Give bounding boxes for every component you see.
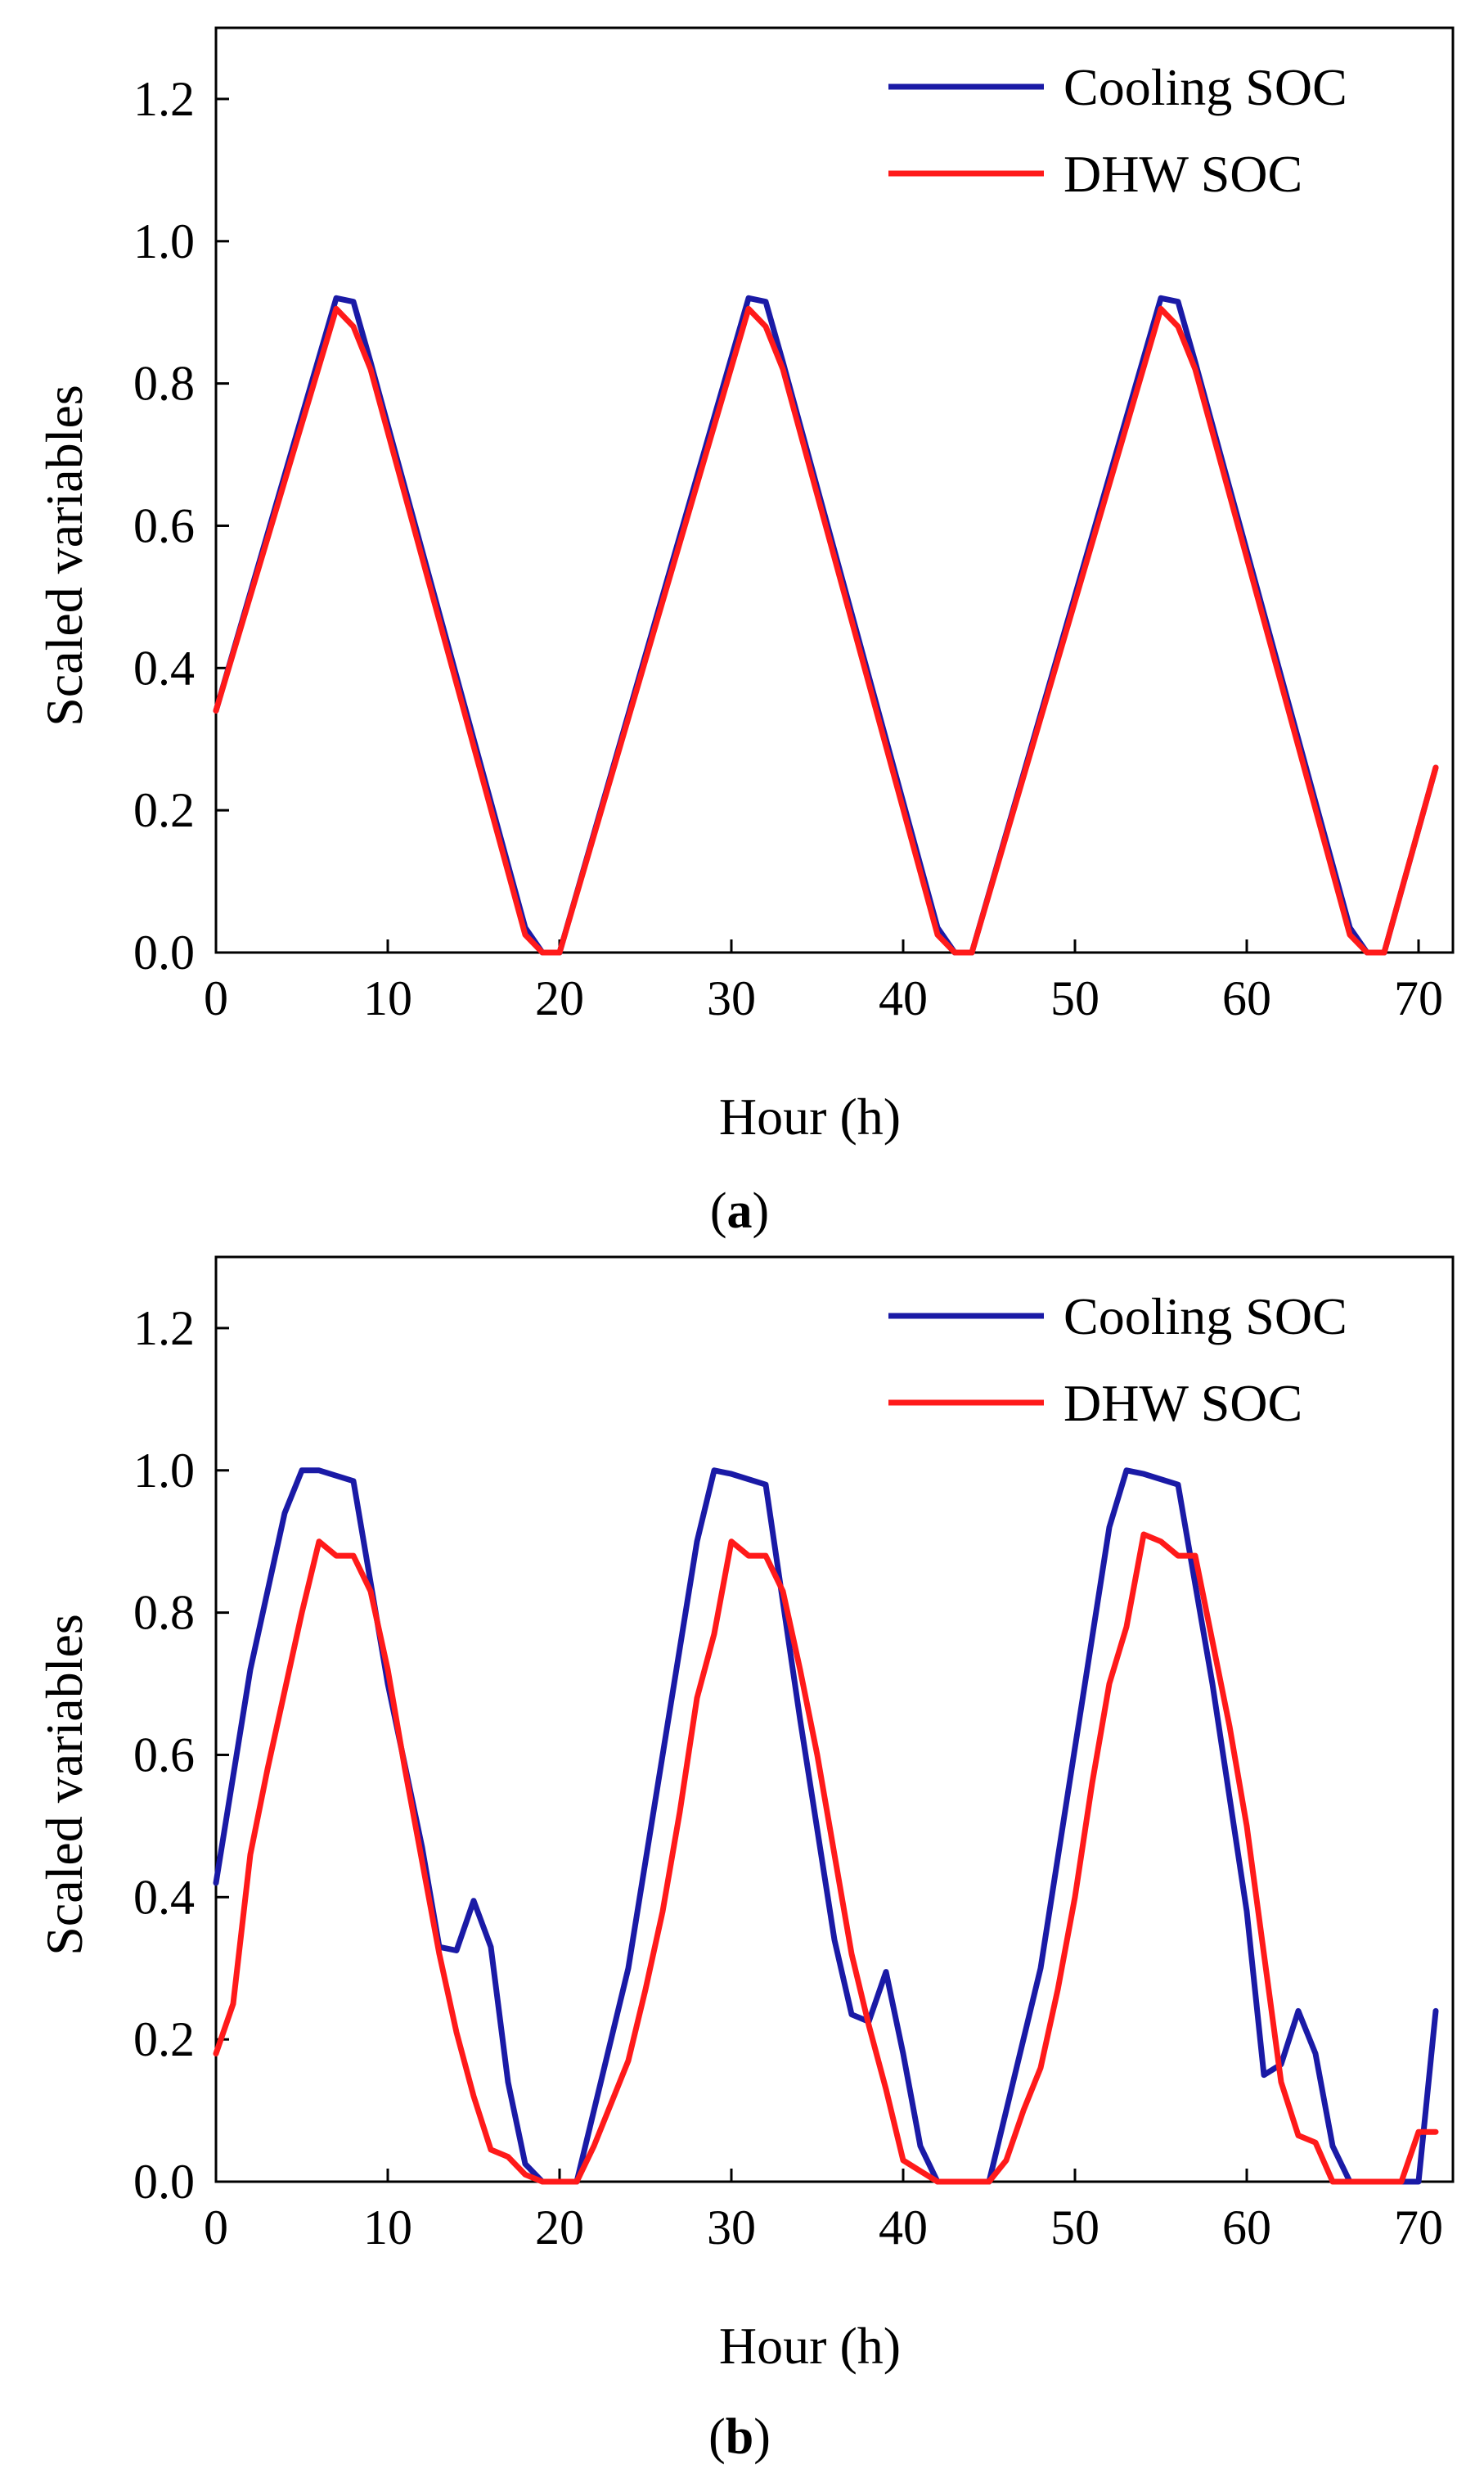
x-tick-label: 0 xyxy=(204,2200,228,2255)
y-tick-label: 1.0 xyxy=(133,214,195,268)
x-tick-label: 70 xyxy=(1394,2200,1443,2255)
x-tick-label: 40 xyxy=(879,971,928,1025)
x-tick-label: 20 xyxy=(535,971,584,1025)
y-tick-label: 1.2 xyxy=(133,72,195,126)
figure-caption: (b) xyxy=(708,2409,771,2465)
y-tick-label: 0.0 xyxy=(133,2155,195,2209)
y-axis-title: Scaled variables xyxy=(35,385,93,727)
x-tick-label: 70 xyxy=(1394,971,1443,1025)
y-tick-label: 0.8 xyxy=(133,1586,195,1640)
series-line-cooling-soc xyxy=(213,1467,1439,2185)
x-tick-label: 50 xyxy=(1050,971,1100,1025)
plot-frame xyxy=(214,26,1455,954)
y-axis-title: Scaled variables xyxy=(35,1614,93,1956)
x-tick-label: 50 xyxy=(1050,2200,1100,2255)
y-tick-label: 0.2 xyxy=(133,2012,195,2066)
y-tick-label: 0.2 xyxy=(133,783,195,837)
series-line-dhw-soc xyxy=(213,305,1439,956)
chart-panel-a: 0 10 20 30 40 50 60 70 0.0 0.2 0.4 0.6 0.8 1.0 1.2 Hour… xyxy=(35,26,1455,1239)
x-tick-label: 40 xyxy=(879,2200,928,2255)
x-axis-title: Hour (h) xyxy=(719,2317,901,2375)
legend-label: Cooling SOC xyxy=(1064,1287,1347,1345)
y-tick-label: 0.6 xyxy=(133,498,195,552)
caption-letter: a xyxy=(727,1183,753,1239)
series-line-cooling-soc xyxy=(213,295,1439,956)
plot-frame xyxy=(214,1255,1455,2183)
x-tick-label: 30 xyxy=(707,2200,756,2255)
chart-panel-b: 0 10 20 30 40 50 60 70 0.0 0.2 0.4 0.6 0.8 1.0 1.2 Hour… xyxy=(35,1255,1455,2465)
y-tick-label: 0.6 xyxy=(133,1727,195,1782)
x-tick-label: 60 xyxy=(1222,971,1271,1025)
caption-close-paren: ) xyxy=(753,1183,770,1239)
legend-label: DHW SOC xyxy=(1064,1374,1302,1432)
y-tick-label: 1.2 xyxy=(133,1301,195,1355)
x-tick-label: 10 xyxy=(363,971,412,1025)
figure-caption: (a) xyxy=(710,1183,769,1239)
caption-close-paren: ) xyxy=(753,2409,771,2465)
y-tick-label: 0.4 xyxy=(133,1870,195,1924)
caption-open-paren: ( xyxy=(708,2409,726,2465)
y-tick-label: 1.0 xyxy=(133,1444,195,1498)
legend-label: DHW SOC xyxy=(1064,145,1302,203)
y-tick-label: 0.8 xyxy=(133,357,195,411)
x-tick-label: 0 xyxy=(204,971,228,1025)
series-line-dhw-soc xyxy=(213,1531,1439,2185)
y-tick-label: 0.4 xyxy=(133,641,195,695)
x-axis-title: Hour (h) xyxy=(719,1088,901,1146)
x-tick-label: 30 xyxy=(707,971,756,1025)
legend-label: Cooling SOC xyxy=(1064,58,1347,116)
x-tick-label: 10 xyxy=(363,2200,412,2255)
x-tick-label: 20 xyxy=(535,2200,584,2255)
caption-open-paren: ( xyxy=(710,1183,727,1239)
caption-letter: b xyxy=(726,2409,753,2465)
y-tick-label: 0.0 xyxy=(133,926,195,980)
x-tick-label: 60 xyxy=(1222,2200,1271,2255)
